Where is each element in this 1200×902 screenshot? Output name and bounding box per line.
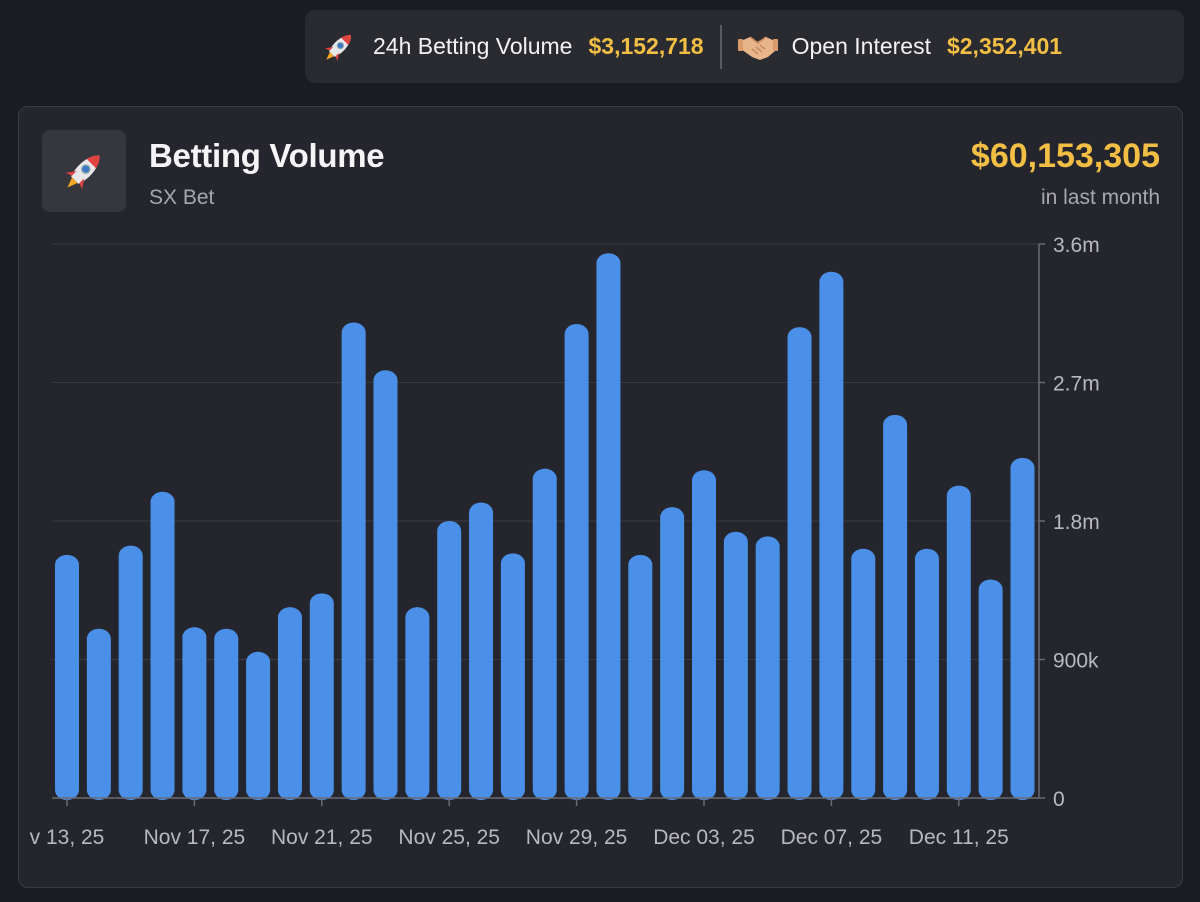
bar[interactable] [437,521,462,800]
bar[interactable] [55,554,79,800]
rocket-icon [65,155,100,190]
bar[interactable] [819,271,844,800]
bar[interactable] [246,651,271,800]
x-tick-label: Nov 25, 25 [398,826,500,849]
handshake-icon [737,35,778,60]
x-tick-label: Nov 17, 25 [144,826,246,849]
bar[interactable] [182,627,207,800]
stat-divider [719,24,722,69]
bar[interactable] [309,593,334,800]
bar[interactable] [692,470,716,800]
x-tick-label: Nov 21, 25 [271,826,373,849]
x-tick-label: Nov 29, 25 [526,826,628,849]
rocket-icon [324,34,352,61]
bar[interactable] [883,414,908,800]
card-title: Betting Volume [149,137,385,174]
stat-betting-volume: 24h Betting Volume $3,152,718 [319,27,704,67]
bar[interactable] [214,628,239,800]
bar[interactable] [596,253,621,800]
bar[interactable] [978,579,1003,800]
y-tick-label: 0 [1053,788,1065,811]
bar[interactable] [405,607,430,800]
y-tick-label: 1.8m [1053,511,1100,534]
bar[interactable] [914,548,939,800]
bar[interactable] [118,545,143,800]
bar[interactable] [564,324,589,800]
bar[interactable] [86,628,111,800]
bar[interactable] [723,531,748,800]
stat-value: $3,152,718 [588,33,704,59]
stat-label: 24h Betting Volume [373,33,573,59]
x-tick-label: Dec 03, 25 [653,826,755,849]
card-subtitle: SX Bet [149,186,215,209]
stat-label: Open Interest [791,33,931,59]
card-icon-tile [42,130,126,212]
bar[interactable] [755,536,780,800]
x-tick-label: v 13, 25 [30,826,105,849]
stat-open-interest: Open Interest $2,352,401 [737,27,1063,67]
card-total-value: $60,153,305 [970,137,1160,175]
card-period: in last month [1040,186,1160,209]
bar[interactable] [660,507,685,800]
bar[interactable] [946,485,971,800]
bar[interactable] [1010,457,1035,800]
header-stats-bar: 24h Betting Volume $3,152,718 Open Inter… [305,10,1184,83]
y-tick-label: 3.6m [1053,234,1100,257]
x-tick-label: Dec 07, 25 [781,826,883,849]
bar[interactable] [373,370,398,800]
bar[interactable] [277,607,302,800]
bar[interactable] [532,468,557,800]
bar[interactable] [500,553,525,800]
bar-chart: 0 900k 1.8m 2.7m 3.6m v 13, 25 Nov 17, 25 Nov 2… [30,234,1100,849]
bar[interactable] [150,491,175,800]
bar[interactable] [787,327,812,800]
y-tick-label: 900k [1053,650,1099,673]
x-tick-label: Dec 11, 25 [909,826,1009,849]
stat-value: $2,352,401 [946,33,1063,59]
y-tick-label: 2.7m [1053,373,1100,396]
bar[interactable] [469,502,494,800]
bar[interactable] [628,554,653,800]
bar[interactable] [851,548,876,800]
bar[interactable] [341,322,366,800]
betting-volume-card: Betting Volume SX Bet $60,153,305 in las… [18,106,1183,888]
